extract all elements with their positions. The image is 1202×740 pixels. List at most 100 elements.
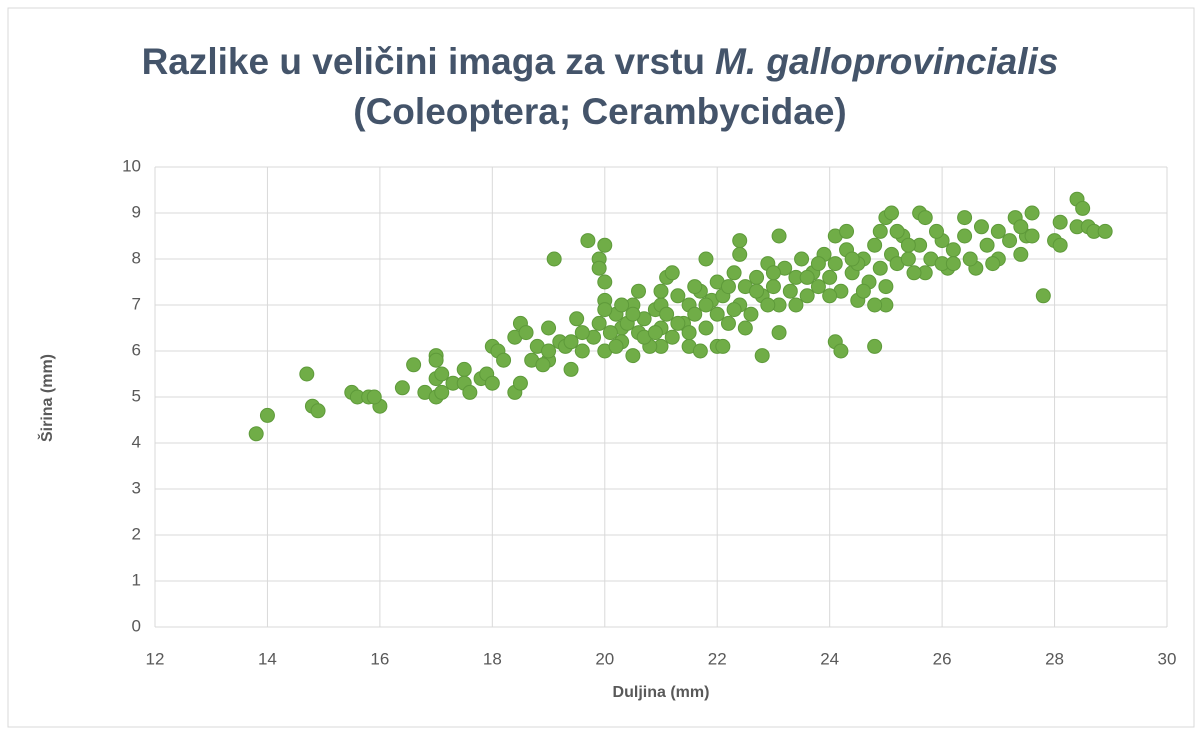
point <box>839 223 855 239</box>
title-text: Razlike u veličini imaga za vrstu <box>142 41 705 82</box>
point <box>687 279 703 295</box>
point <box>614 297 630 313</box>
point <box>541 320 557 336</box>
chart-subtitle: (Coleoptera; Cerambycidae) <box>353 91 846 132</box>
y-tick-label: 10 <box>122 156 141 175</box>
point <box>855 283 871 299</box>
x-tick-label: 20 <box>595 649 614 668</box>
point <box>299 366 315 382</box>
y-tick-label: 4 <box>132 432 141 451</box>
x-tick-label: 16 <box>370 649 389 668</box>
point <box>765 265 781 281</box>
x-tick-label: 24 <box>820 649 839 668</box>
point <box>822 269 838 285</box>
point <box>546 251 562 267</box>
point <box>720 279 736 295</box>
point <box>631 283 647 299</box>
point <box>1002 233 1018 249</box>
point <box>749 269 765 285</box>
point <box>625 306 641 322</box>
point <box>732 246 748 262</box>
point <box>788 297 804 313</box>
point <box>743 306 759 322</box>
point <box>692 343 708 359</box>
point <box>406 357 422 373</box>
y-tick-label: 0 <box>132 616 141 635</box>
point <box>945 256 961 272</box>
x-tick-label: 14 <box>258 649 277 668</box>
y-tick-label: 2 <box>132 524 141 543</box>
point <box>889 223 905 239</box>
point <box>670 288 686 304</box>
point <box>602 325 618 341</box>
point <box>1035 288 1051 304</box>
title-species: M. galloprovincialis <box>715 41 1058 82</box>
point <box>670 315 686 331</box>
point <box>535 357 551 373</box>
point <box>867 237 883 253</box>
point <box>484 375 500 391</box>
point <box>512 375 528 391</box>
point <box>906 265 922 281</box>
point <box>681 325 697 341</box>
point <box>1075 200 1091 216</box>
point <box>428 352 444 368</box>
point <box>597 237 613 253</box>
point <box>597 274 613 290</box>
point <box>1052 214 1068 230</box>
x-tick-label: 12 <box>146 649 165 668</box>
point <box>248 426 264 442</box>
point <box>698 251 714 267</box>
point <box>574 325 590 341</box>
point <box>732 233 748 249</box>
point <box>973 219 989 235</box>
point <box>518 325 534 341</box>
point <box>979 237 995 253</box>
x-tick-label: 28 <box>1045 649 1064 668</box>
point <box>580 233 596 249</box>
point <box>574 343 590 359</box>
x-tick-label: 30 <box>1158 649 1177 668</box>
x-tick-label: 26 <box>933 649 952 668</box>
point <box>985 256 1001 272</box>
point <box>597 302 613 318</box>
point <box>822 288 838 304</box>
point <box>698 320 714 336</box>
point <box>563 334 579 350</box>
point <box>749 283 765 299</box>
x-tick-label: 18 <box>483 649 502 668</box>
point <box>1024 228 1040 244</box>
point <box>720 315 736 331</box>
point <box>810 256 826 272</box>
y-tick-label: 9 <box>132 202 141 221</box>
point <box>799 288 815 304</box>
y-tick-label: 1 <box>132 570 141 589</box>
point <box>726 302 742 318</box>
point <box>900 237 916 253</box>
point <box>990 223 1006 239</box>
point <box>957 210 973 226</box>
point <box>462 384 478 400</box>
chart-border <box>7 7 1195 728</box>
point <box>878 279 894 295</box>
point <box>833 343 849 359</box>
y-axis-title: Širina (mm) <box>37 354 56 442</box>
y-tick-label: 5 <box>132 386 141 405</box>
point <box>1024 205 1040 221</box>
point <box>541 343 557 359</box>
point <box>754 348 770 364</box>
point <box>591 315 607 331</box>
point <box>456 361 472 377</box>
point <box>884 205 900 221</box>
point <box>760 297 776 313</box>
point <box>496 352 512 368</box>
point <box>1013 219 1029 235</box>
point <box>794 251 810 267</box>
point <box>771 325 787 341</box>
point <box>827 256 843 272</box>
point <box>810 279 826 295</box>
y-tick-label: 8 <box>132 248 141 267</box>
point <box>726 265 742 281</box>
y-tick-label: 6 <box>132 340 141 359</box>
point <box>394 380 410 396</box>
